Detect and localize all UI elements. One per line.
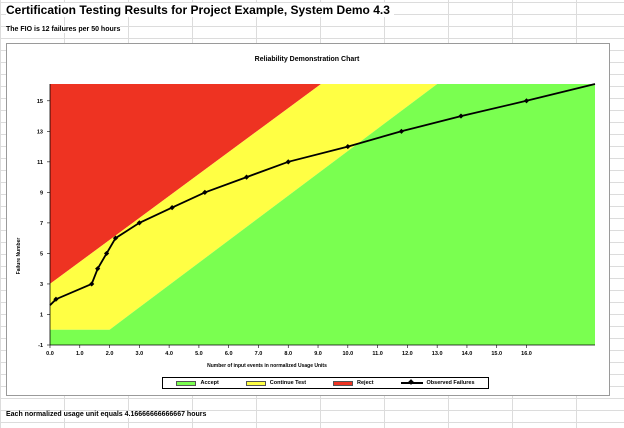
data-point — [103, 250, 110, 257]
chart-container[interactable]: Reliability Demonstration Chart 0.0 1.0 2.… — [6, 43, 610, 396]
legend-swatch-observed — [400, 380, 423, 386]
data-point — [458, 113, 464, 119]
regions-layer — [50, 84, 595, 345]
region-continue-test — [50, 84, 438, 330]
x-tick-label: 7.0 — [255, 351, 263, 357]
legend-swatch-accept — [176, 380, 197, 386]
y-tick-label: 9 — [40, 190, 43, 196]
series-layer — [49, 83, 596, 306]
legend-item-observed: Observed Failures — [400, 380, 475, 386]
x-tick-label: 9.0 — [314, 351, 322, 357]
x-tick-label: 4.0 — [165, 351, 173, 357]
y-tick-label: 7 — [40, 221, 43, 227]
x-tick-label: 6.0 — [225, 351, 233, 357]
data-point — [202, 189, 208, 195]
data-point — [112, 235, 119, 241]
y-axis-label: Failure Number — [16, 238, 22, 275]
chart-legend: Accept Continue Test Reject Observed Fai… — [162, 377, 489, 389]
x-tick-label: 2.0 — [106, 351, 114, 357]
axes-layer: 0.0 1.0 2.0 3.0 4.0 5.0 6.0 7.0 8.0 9.0 10.0 11.0 12… — [37, 84, 595, 357]
legend-item-reject: Reject — [333, 380, 374, 386]
chart-title: Reliability Demonstration Chart — [255, 56, 360, 63]
y-tick-label: 15 — [37, 99, 43, 105]
reliability-chart: Reliability Demonstration Chart 0.0 1.0 2.… — [16, 56, 596, 369]
sheet-footer: Each normalized usage unit equals 4.1666… — [6, 411, 211, 418]
x-tick-label: 1.0 — [76, 351, 84, 357]
sheet-subtitle: The FIO is 12 failures per 50 hours — [6, 26, 121, 33]
y-tick-label: 13 — [37, 129, 43, 135]
data-point — [169, 205, 175, 211]
data-point — [53, 296, 59, 302]
x-tick-label: 11.0 — [372, 351, 382, 357]
sheet-title: Certification Testing Results for Projec… — [6, 3, 394, 17]
data-point — [523, 98, 530, 104]
region-accept — [50, 84, 595, 345]
legend-item-accept: Accept — [176, 380, 219, 386]
x-tick-label: 14.0 — [462, 351, 473, 357]
x-tick-label: 0.0 — [46, 351, 54, 357]
y-tick-label: 1 — [40, 312, 43, 318]
x-tick-label: 10.0 — [342, 351, 353, 357]
data-point — [285, 159, 291, 165]
x-tick-label: 16.0 — [521, 351, 532, 357]
data-point — [136, 220, 142, 226]
series-line-observed-failures — [49, 83, 596, 306]
legend-swatch-continue — [245, 380, 266, 386]
x-tick-label: 8.0 — [284, 351, 292, 357]
y-tick-label: 5 — [40, 251, 43, 257]
x-tick-label: 5.0 — [195, 351, 203, 357]
legend-label-accept: Accept — [200, 380, 219, 386]
x-tick-label: 15.0 — [491, 351, 502, 357]
x-tick-label: 12.0 — [402, 351, 413, 357]
y-tick-label: 11 — [37, 160, 43, 166]
data-point — [95, 266, 101, 272]
x-axis-label: Number of input events in normalized Usa… — [207, 363, 327, 369]
y-tick-label: 3 — [40, 282, 43, 288]
legend-swatch-reject — [333, 380, 354, 386]
x-tick-label: 3.0 — [136, 351, 144, 357]
legend-label-reject: Reject — [357, 380, 374, 386]
data-point — [345, 143, 351, 150]
data-point — [243, 174, 250, 180]
legend-label-observed: Observed Failures — [426, 380, 475, 386]
data-point — [398, 128, 405, 134]
legend-label-continue: Continue Test — [269, 380, 307, 386]
y-tick-label: -1 — [38, 343, 43, 349]
legend-item-continue: Continue Test — [245, 380, 307, 386]
x-tick-label: 13.0 — [432, 351, 443, 357]
